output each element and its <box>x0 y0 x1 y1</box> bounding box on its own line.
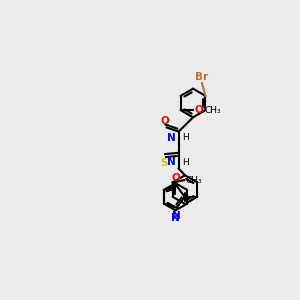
Text: Br: Br <box>195 72 208 82</box>
Text: N: N <box>167 157 176 167</box>
Text: CH₃: CH₃ <box>185 176 202 184</box>
Text: O: O <box>194 105 203 115</box>
Text: H: H <box>182 134 188 142</box>
Text: O: O <box>160 116 169 126</box>
Text: N: N <box>167 133 176 143</box>
Text: N: N <box>171 213 180 223</box>
Text: O: O <box>172 173 181 184</box>
Text: H: H <box>182 158 188 167</box>
Text: CH₃: CH₃ <box>205 106 221 115</box>
Text: S: S <box>160 158 167 168</box>
Text: N: N <box>172 211 181 220</box>
